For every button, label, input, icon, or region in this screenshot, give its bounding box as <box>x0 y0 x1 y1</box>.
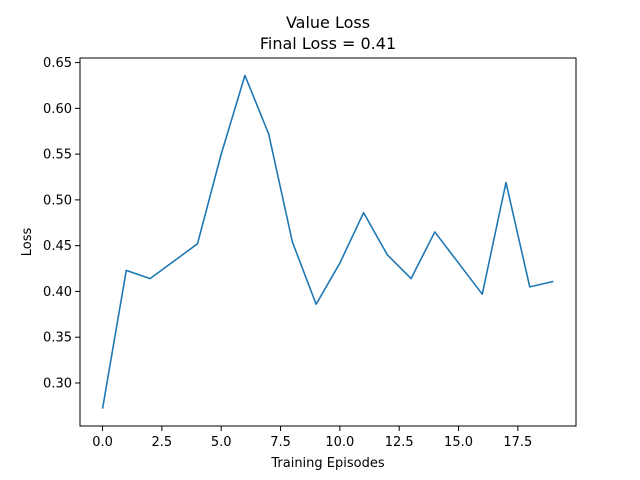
y-axis-ticks: 0.30 0.35 0.40 0.45 0.50 0.55 0.60 0.65 <box>43 56 80 391</box>
x-tick-label: 12.5 <box>385 435 414 450</box>
y-tick-label: 0.60 <box>43 102 72 117</box>
x-axis-label: Training Episodes <box>270 456 384 471</box>
y-tick-label: 0.35 <box>43 331 72 346</box>
x-tick-label: 5.0 <box>211 435 232 450</box>
chart-title: Value Loss <box>286 13 370 32</box>
x-tick-label: 15.0 <box>444 435 473 450</box>
chart-subtitle: Final Loss = 0.41 <box>260 34 396 53</box>
y-axis-label: Loss <box>20 228 35 257</box>
y-tick-label: 0.55 <box>43 148 72 163</box>
loss-series-line <box>101 74 554 409</box>
x-tick-label: 10.0 <box>325 435 354 450</box>
x-tick-label: 7.5 <box>270 435 291 450</box>
y-tick-label: 0.50 <box>43 193 72 208</box>
y-tick-label: 0.40 <box>43 285 72 300</box>
plot-area <box>101 74 554 409</box>
y-tick-label: 0.30 <box>43 376 72 391</box>
axes-frame <box>79 57 577 427</box>
x-axis-ticks: 0.0 2.5 5.0 7.5 10.0 12.5 15.0 17.5 <box>92 426 532 450</box>
x-tick-label: 17.5 <box>503 435 532 450</box>
x-tick-label: 0.0 <box>92 435 113 450</box>
y-tick-label: 0.45 <box>43 239 72 254</box>
y-tick-label: 0.65 <box>43 56 72 71</box>
x-tick-label: 2.5 <box>152 435 173 450</box>
